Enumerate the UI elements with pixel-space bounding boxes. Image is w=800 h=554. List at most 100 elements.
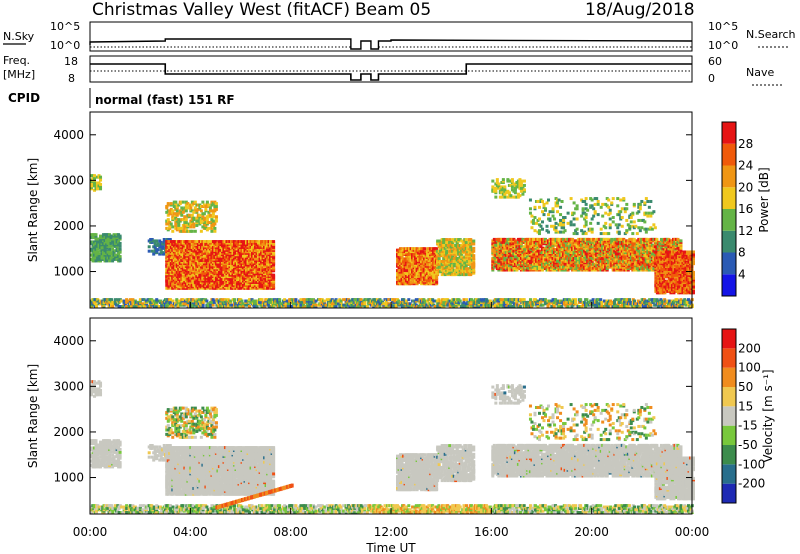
power-cell	[587, 268, 591, 272]
power-cell	[601, 267, 605, 271]
power-cell	[183, 280, 187, 284]
power-cell	[559, 261, 563, 265]
power-cell	[399, 247, 403, 251]
power-cell	[175, 267, 179, 271]
power-cell	[214, 240, 218, 244]
power-cell	[189, 206, 193, 210]
power-cell	[183, 240, 187, 244]
power-cell	[411, 263, 415, 267]
power-cell	[454, 255, 458, 259]
power-cell	[264, 259, 268, 263]
power-cell	[99, 255, 103, 259]
power-cell	[534, 237, 538, 241]
power-cell	[193, 240, 197, 244]
power-cell	[491, 256, 495, 260]
power-cell	[497, 258, 501, 262]
power-cell	[516, 261, 520, 265]
power-cell	[463, 255, 467, 259]
power-cell	[255, 240, 259, 244]
power-cell	[183, 285, 187, 289]
power-cell	[608, 251, 612, 255]
power-cell	[201, 276, 205, 280]
power-cell	[403, 261, 407, 265]
power-cell	[93, 182, 97, 186]
power-cell	[495, 237, 499, 241]
power-cell	[257, 257, 261, 261]
power-cell	[613, 268, 617, 272]
power-cell	[539, 249, 543, 253]
power-cell	[158, 239, 162, 243]
power-cell	[214, 243, 218, 247]
power-cell	[550, 240, 554, 244]
power-cell	[96, 257, 100, 261]
power-cell	[544, 262, 548, 266]
power-cell	[235, 273, 239, 277]
power-cell	[240, 270, 244, 274]
power-cell	[214, 282, 218, 286]
power-cell	[267, 263, 271, 267]
power-cell	[214, 204, 218, 208]
power-cell	[97, 240, 101, 244]
power-cell	[491, 239, 495, 243]
power-cell	[181, 276, 185, 280]
power-cell	[155, 248, 159, 252]
power-cell	[587, 237, 591, 241]
power-cell	[114, 253, 118, 257]
power-cell	[108, 244, 112, 248]
power-cell	[255, 275, 259, 279]
power-cell	[454, 249, 458, 253]
power-cell	[187, 257, 191, 261]
power-cell	[174, 273, 178, 277]
power-cell	[207, 210, 211, 214]
power-cell	[429, 279, 433, 283]
power-cell	[430, 257, 434, 261]
power-cell	[534, 267, 538, 271]
power-cell	[575, 252, 579, 256]
power-cell	[424, 276, 428, 280]
power-cell	[171, 215, 175, 219]
power-cell	[412, 280, 416, 284]
power-cell	[575, 239, 579, 243]
power-cell	[177, 261, 181, 265]
power-cell	[117, 243, 121, 247]
power-cell	[472, 246, 476, 250]
power-cell	[99, 185, 103, 189]
power-cell	[174, 240, 178, 244]
power-cell	[246, 285, 250, 289]
power-cell	[452, 273, 456, 277]
power-cell	[189, 279, 193, 283]
power-cell	[616, 265, 620, 269]
power-cell	[569, 261, 573, 265]
power-cell	[189, 229, 193, 233]
power-cell	[442, 257, 446, 261]
power-cell	[608, 261, 612, 265]
power-cell	[186, 213, 190, 217]
power-cell	[91, 249, 95, 253]
power-cell	[189, 219, 193, 223]
power-cell	[237, 264, 241, 268]
power-cell	[207, 213, 211, 217]
power-cell	[432, 266, 436, 270]
power-cell	[175, 212, 179, 216]
power-cell	[213, 276, 217, 280]
power-cell	[550, 258, 554, 262]
power-cell	[458, 252, 462, 256]
power-cell	[583, 259, 587, 263]
power-cell	[193, 200, 197, 204]
power-cell	[189, 270, 193, 274]
power-cell	[560, 265, 564, 269]
power-cell	[614, 237, 618, 241]
power-cell	[463, 261, 467, 265]
power-cell	[509, 242, 513, 246]
power-cell	[147, 245, 151, 249]
power-cell	[150, 249, 154, 253]
power-cell	[190, 269, 194, 273]
power-cell	[492, 265, 496, 269]
power-cell	[518, 237, 522, 241]
power-cell	[210, 203, 214, 207]
power-cell	[437, 249, 441, 253]
power-cell	[108, 255, 112, 259]
power-cell	[622, 262, 626, 266]
power-cell	[177, 218, 181, 222]
power-cell	[91, 240, 95, 244]
